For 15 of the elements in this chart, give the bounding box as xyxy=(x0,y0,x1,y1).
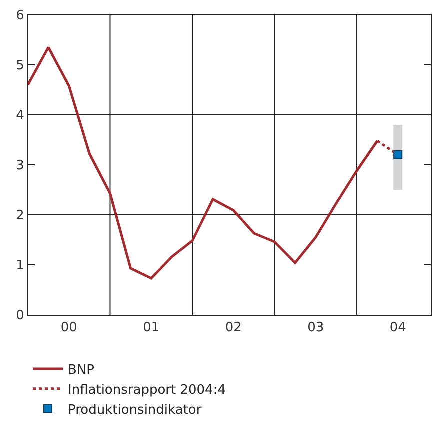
legend-label: Inflationsrapport 2004:4 xyxy=(68,382,226,398)
y-tick-label: 6 xyxy=(16,8,24,24)
x-tick-label: 04 xyxy=(390,320,406,336)
legend-label: Produktionsindikator xyxy=(68,402,202,418)
y-tick-label: 5 xyxy=(16,58,24,74)
y-tick-label: 4 xyxy=(16,108,24,124)
legend-label: BNP xyxy=(68,363,95,378)
y-tick-label: 2 xyxy=(16,208,24,224)
y-tick-label: 1 xyxy=(16,258,24,274)
x-tick-label: 00 xyxy=(60,320,78,336)
x-tick-label: 02 xyxy=(225,320,242,336)
x-tick-label: 01 xyxy=(143,320,160,336)
x-tick-label: 03 xyxy=(308,320,324,336)
y-tick-label: 0 xyxy=(16,308,24,324)
y-tick-label: 3 xyxy=(16,158,24,174)
